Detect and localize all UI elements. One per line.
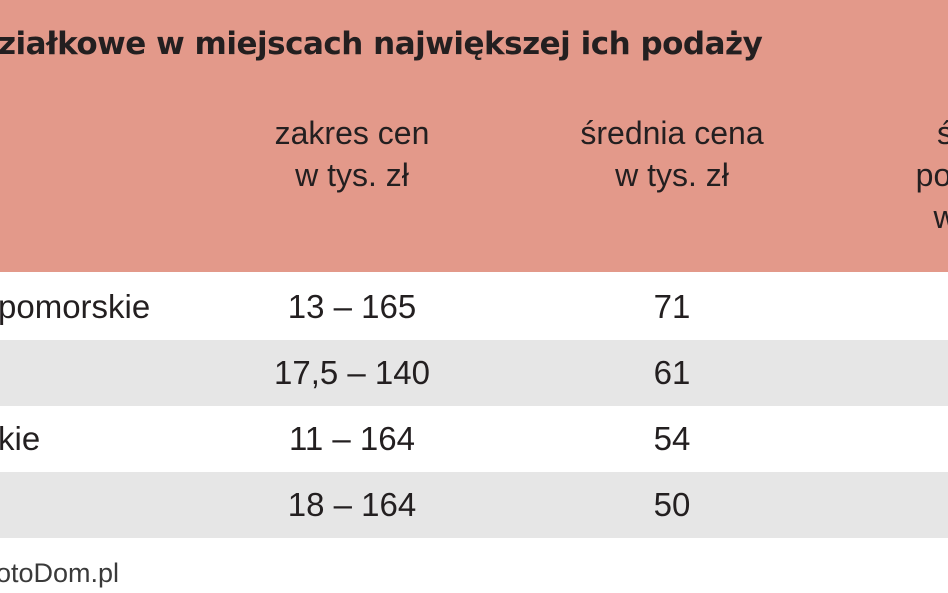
column-header-line: zakres cen <box>274 115 430 151</box>
cell-price-range: 18 – 164 <box>287 486 417 523</box>
table-title: ziałkowe w miejscach największej ich pod… <box>0 26 763 62</box>
source-note: otoDom.pl <box>0 558 120 588</box>
column-header-line: ś <box>937 115 948 151</box>
column-header-price-range: zakres cen w tys. zł <box>232 112 472 196</box>
table-row: pomorskie 13 – 165 71 <box>0 274 948 340</box>
cell-average-price: 61 <box>653 354 691 391</box>
table-header-band <box>0 0 948 272</box>
cell-price-range: 13 – 165 <box>287 288 417 325</box>
cell-average-price: 50 <box>653 486 691 523</box>
column-header-line: w tys. zł <box>295 157 409 193</box>
column-header-line: w tys. zł <box>615 157 729 193</box>
column-header-line: pow <box>915 157 948 193</box>
table-row: kie 11 – 164 54 <box>0 406 948 472</box>
cell-average-price: 54 <box>653 420 691 457</box>
table-row: 18 – 164 50 <box>0 472 948 538</box>
cell-average-price: 71 <box>653 288 691 325</box>
cell-price-range: 11 – 164 <box>288 420 415 457</box>
cell-region: kie <box>0 420 41 457</box>
cell-price-range: 17,5 – 140 <box>274 354 430 391</box>
column-header-average-price: średnia cena w tys. zł <box>552 112 792 196</box>
cell-region: pomorskie <box>0 288 151 325</box>
column-header-truncated: ś pow w <box>870 112 948 238</box>
column-header-line: w <box>933 199 948 235</box>
table-row: 17,5 – 140 61 <box>0 340 948 406</box>
column-header-line: średnia cena <box>580 115 764 151</box>
